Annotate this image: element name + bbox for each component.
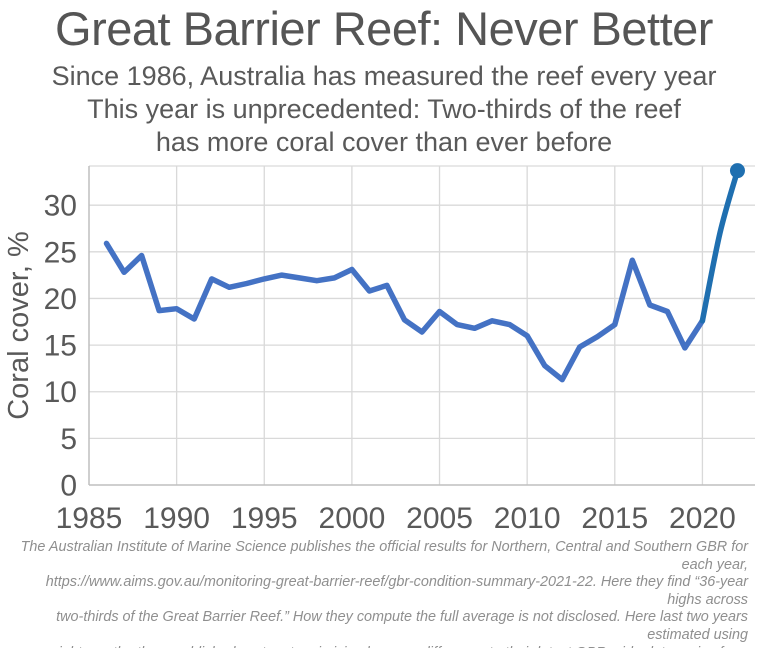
subtitle-line-2: This year is unprecedented: Two-thirds o… [87,94,681,124]
series-line-1 [699,167,741,324]
y-tick-label: 20 [44,283,77,316]
source-note-line-1: The Australian Institute of Marine Scien… [20,539,748,573]
subtitle-line-1: Since 1986, Australia has measured the r… [51,61,717,91]
x-tick-label: 2020 [669,502,736,535]
y-tick-label: 15 [44,330,77,363]
source-note-line-4: weights on the three published sectors t… [16,645,748,648]
y-tick-label: 10 [44,376,77,409]
source-note-line-3: two-thirds of the Great Barrier Reef.” H… [56,609,748,643]
x-tick-label: 1990 [143,502,210,535]
x-tick-label: 2005 [406,502,473,535]
x-tick-label: 1985 [56,502,123,535]
y-tick-label: 30 [44,190,77,223]
subtitle-line-3: has more coral cover than ever before [155,127,613,157]
x-tick-label: 1995 [231,502,298,535]
x-tick-label: 2000 [319,502,386,535]
y-tick-label: 25 [44,236,77,269]
y-tick-label: 0 [60,470,77,503]
page-title: Great Barrier Reef: Never Better [55,2,713,55]
y-axis-title: Coral cover, % [3,231,35,420]
source-note: The Australian Institute of Marine Scien… [16,539,748,648]
x-tick-label: 2015 [581,502,648,535]
y-tick-label: 5 [60,423,77,456]
series-line-0 [103,240,706,383]
x-tick-label: 2010 [494,502,561,535]
page-subtitle: Since 1986, Australia has measured the r… [0,60,768,159]
series-end-marker [729,163,745,179]
source-note-line-2: https://www.aims.gov.au/monitoring-great… [45,574,748,608]
